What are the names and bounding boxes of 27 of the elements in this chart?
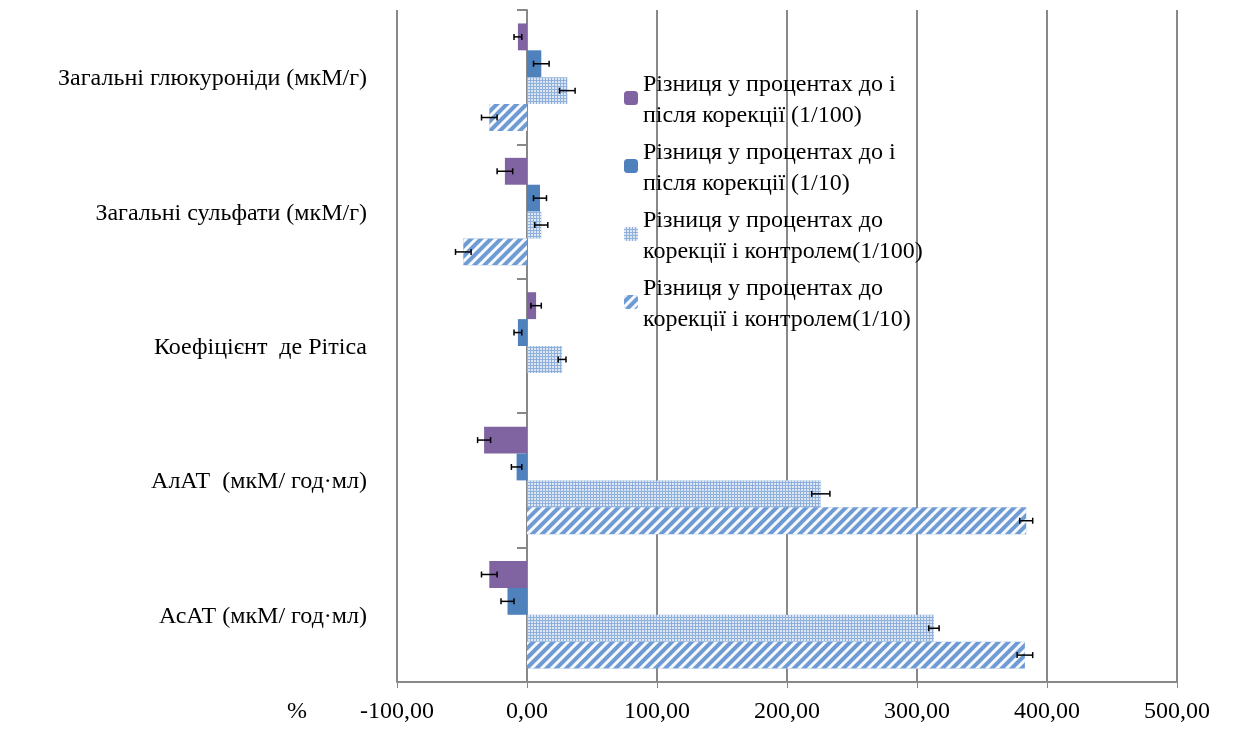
bar [504, 157, 527, 185]
y-tick-label: Загальні глюкуроніди (мкМ/г) [58, 64, 367, 91]
bar [484, 426, 527, 454]
bar [516, 453, 527, 481]
x-tick-label: 500,00 [1144, 697, 1210, 723]
x-axis-title: % [287, 697, 307, 723]
bar [527, 292, 537, 320]
legend-label: Різниця у процентах до і після корекції (1/100) [643, 69, 908, 127]
y-tick-label: Загальні сульфати (мкМ/г) [95, 198, 367, 225]
bar [489, 561, 527, 588]
x-tick-label: 400,00 [1014, 697, 1080, 723]
bar [517, 23, 527, 51]
legend-label: Різниця у процентах до і після корекції (1/10) [643, 137, 908, 195]
legend-label: Різниця у процентах до корекції і контролем(1/10) [643, 273, 911, 331]
x-tick-label: -100,00 [360, 697, 434, 723]
bar [527, 50, 542, 78]
y-tick-label: Коефіцієнт де Рітіса [153, 333, 368, 359]
y-tick-label: АлАТ (мкМ/ год·мл) [151, 467, 367, 494]
x-tick-label: 200,00 [754, 697, 820, 723]
bar [507, 587, 527, 615]
x-tick-label: 300,00 [884, 697, 950, 723]
bar [527, 184, 540, 212]
y-tick-label: АсАТ (мкМ/ год·мл) [158, 601, 367, 628]
x-tick-label: 0,00 [506, 697, 548, 723]
x-tick-label: 100,00 [624, 697, 690, 723]
bar [517, 319, 527, 346]
legend-label: Різниця у процентах до корекції і контролем(1/100) [643, 205, 923, 263]
